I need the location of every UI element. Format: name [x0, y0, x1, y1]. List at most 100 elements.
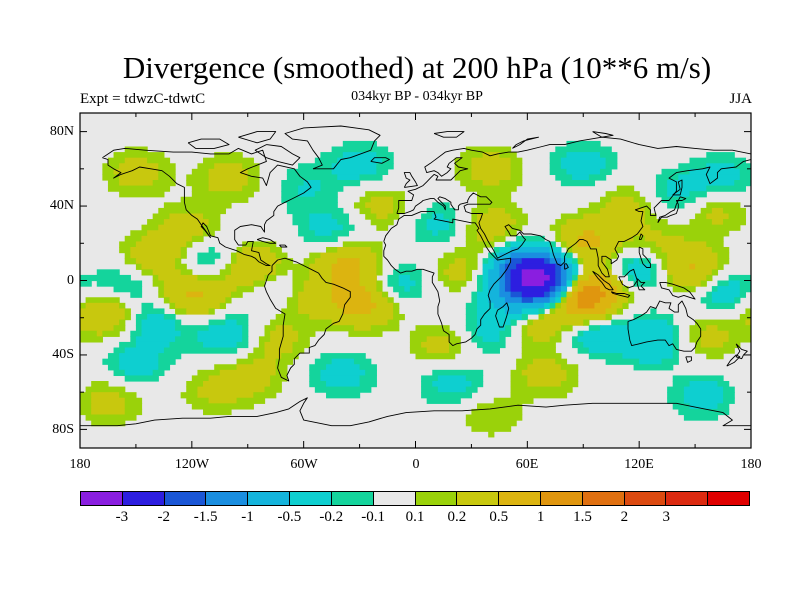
field-cell — [728, 336, 751, 343]
field-cell — [510, 213, 528, 220]
field-cell — [415, 230, 433, 237]
field-cell — [711, 247, 730, 254]
field-cell — [286, 202, 338, 209]
field-cell — [119, 353, 159, 360]
field-cell — [264, 330, 271, 337]
field-cell — [627, 297, 635, 304]
field-cell — [683, 386, 724, 393]
field-cell — [247, 174, 260, 181]
field-cell — [600, 207, 646, 215]
colorbar-label: 0.2 — [447, 509, 467, 525]
field-cell — [370, 247, 383, 254]
field-cell — [80, 319, 120, 326]
field-cell — [689, 168, 741, 176]
field-cell — [493, 252, 500, 259]
field-cell — [409, 347, 428, 354]
field-cell — [672, 347, 679, 354]
field-cell — [465, 302, 478, 310]
field-cell — [482, 347, 500, 354]
coastline — [659, 281, 696, 300]
field-cell — [577, 207, 601, 215]
field-cell — [158, 286, 165, 293]
field-cell — [577, 297, 601, 304]
field-cell — [588, 202, 607, 209]
field-cell — [214, 364, 238, 371]
field-cell — [577, 274, 590, 282]
field-cell — [600, 297, 618, 304]
field-cell — [208, 180, 249, 187]
field-cell — [365, 213, 377, 220]
field-cell — [365, 202, 394, 209]
field-cell — [186, 174, 210, 181]
field-cell — [258, 341, 266, 349]
field-cell — [516, 263, 556, 270]
field-cell — [667, 185, 707, 192]
coastline — [726, 354, 741, 367]
field-cell — [627, 319, 668, 326]
field-cell — [616, 291, 629, 298]
field-cell — [566, 219, 646, 226]
field-cell — [242, 247, 271, 254]
field-cell — [477, 230, 506, 237]
field-cell — [124, 252, 131, 259]
field-cell — [639, 258, 651, 265]
field-cell — [331, 291, 372, 298]
field-cell — [706, 213, 730, 220]
coastline — [264, 257, 351, 382]
field-cell — [544, 314, 607, 321]
field-cell — [225, 263, 232, 270]
field-cell — [85, 386, 126, 393]
coastline — [592, 131, 614, 138]
field-cell — [465, 258, 478, 265]
field-cell — [728, 213, 746, 220]
coastlines — [80, 125, 751, 427]
field-cell — [331, 163, 377, 170]
field-cell — [510, 280, 523, 287]
field-cell — [96, 330, 103, 337]
lon-label-0: 0 — [412, 457, 420, 472]
field-cell — [409, 336, 428, 343]
field-cell — [387, 297, 394, 304]
field-cell — [169, 213, 204, 220]
field-cell — [309, 375, 322, 382]
field-cell — [275, 358, 294, 365]
field-cell — [102, 358, 120, 365]
coastline — [627, 300, 702, 352]
coastline — [657, 196, 687, 224]
field-cell — [482, 180, 500, 187]
field-cell — [566, 140, 601, 148]
field-cell — [672, 325, 679, 332]
field-cell — [577, 336, 674, 343]
field-cell — [650, 274, 657, 282]
field-cell — [577, 347, 590, 354]
field-cell — [320, 152, 344, 159]
field-cell — [600, 241, 623, 248]
field-cell — [460, 180, 484, 187]
coastline — [256, 237, 277, 244]
field-cell — [275, 364, 288, 371]
field-cell — [197, 386, 266, 393]
field-cell — [532, 358, 556, 365]
field-cell — [566, 241, 579, 248]
field-cell — [650, 263, 657, 270]
field-cell — [309, 274, 333, 282]
field-cell — [342, 140, 377, 148]
field-cell — [477, 297, 489, 304]
field-cell — [203, 291, 232, 298]
field-cell — [723, 397, 735, 404]
field-cell — [549, 258, 562, 265]
field-cell — [672, 403, 691, 410]
field-cell — [454, 258, 467, 265]
field-cell — [499, 252, 512, 259]
field-cell — [499, 280, 506, 287]
field-cell — [644, 219, 668, 226]
field-cell — [415, 219, 428, 226]
field-cell — [96, 269, 120, 276]
field-cell — [275, 314, 310, 321]
field-cell — [555, 330, 562, 337]
field-cell — [711, 269, 719, 276]
field-cell — [477, 302, 495, 310]
field-cell — [667, 252, 719, 259]
field-cell — [270, 247, 282, 254]
field-cell — [711, 291, 741, 298]
